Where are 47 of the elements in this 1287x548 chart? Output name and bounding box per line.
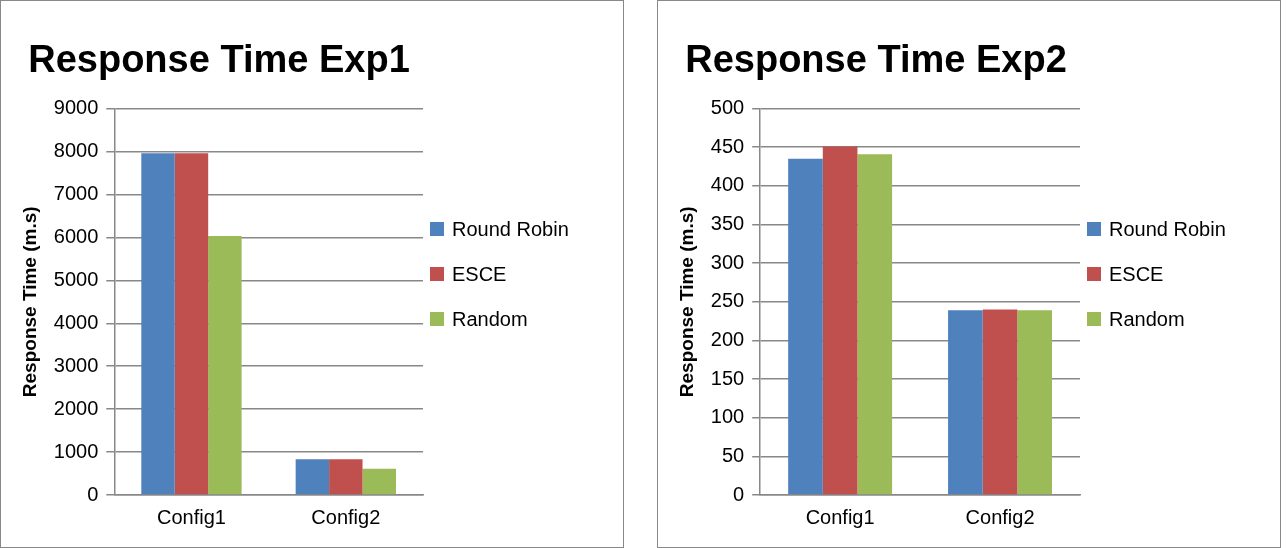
chart-title: Response Time Exp2: [685, 38, 1067, 81]
y-tick-label: 500: [710, 96, 745, 119]
bar: [822, 146, 858, 495]
y-tick-label: 300: [710, 250, 745, 273]
bar: [208, 236, 242, 495]
y-tick-label: 0: [733, 482, 745, 505]
bar: [329, 459, 363, 495]
bar: [857, 154, 893, 495]
legend-label: Round Robin: [1109, 217, 1226, 241]
y-tick-label: 6000: [53, 224, 99, 247]
bar: [174, 153, 209, 495]
x-tick-label: Config2: [311, 505, 381, 528]
y-tick-label: 4000: [53, 310, 99, 333]
y-tick-label: 2000: [53, 396, 99, 419]
bar: [141, 153, 175, 495]
y-tick-label: 100: [710, 405, 745, 428]
chart-title: Response Time Exp1: [28, 38, 410, 81]
y-tick-label: 250: [710, 289, 745, 312]
bar: [788, 158, 823, 495]
legend-label: Random: [1109, 307, 1185, 331]
legend-label: ESCE: [452, 262, 507, 286]
bar: [295, 459, 330, 495]
y-tick-label: 1000: [53, 439, 99, 462]
legend-label: ESCE: [1109, 262, 1164, 286]
y-tick-label: 400: [710, 173, 745, 196]
y-tick-label: 3000: [53, 353, 99, 376]
y-tick-label: 150: [710, 366, 745, 389]
y-tick-label: 450: [710, 134, 745, 157]
bar: [1017, 310, 1053, 495]
y-tick-label: 8000: [53, 139, 99, 162]
x-tick-label: Config1: [805, 505, 875, 528]
y-tick-label: 9000: [53, 96, 99, 119]
legend-label: Random: [452, 307, 528, 331]
y-tick-label: 350: [710, 212, 745, 235]
y-tick-label: 5000: [53, 267, 99, 290]
y-tick-label: 50: [721, 443, 745, 466]
bar: [362, 468, 396, 495]
x-tick-label: Config2: [965, 505, 1035, 528]
x-tick-label: Config1: [157, 505, 226, 528]
legend-label: Round Robin: [452, 217, 569, 241]
bar: [948, 310, 983, 495]
bar: [982, 309, 1018, 495]
y-tick-label: 7000: [53, 181, 99, 204]
y-axis-title: Response Time (m.s): [18, 206, 40, 398]
y-tick-label: 0: [87, 482, 99, 505]
y-tick-label: 200: [710, 327, 745, 350]
y-axis-title: Response Time (m.s): [675, 206, 697, 398]
